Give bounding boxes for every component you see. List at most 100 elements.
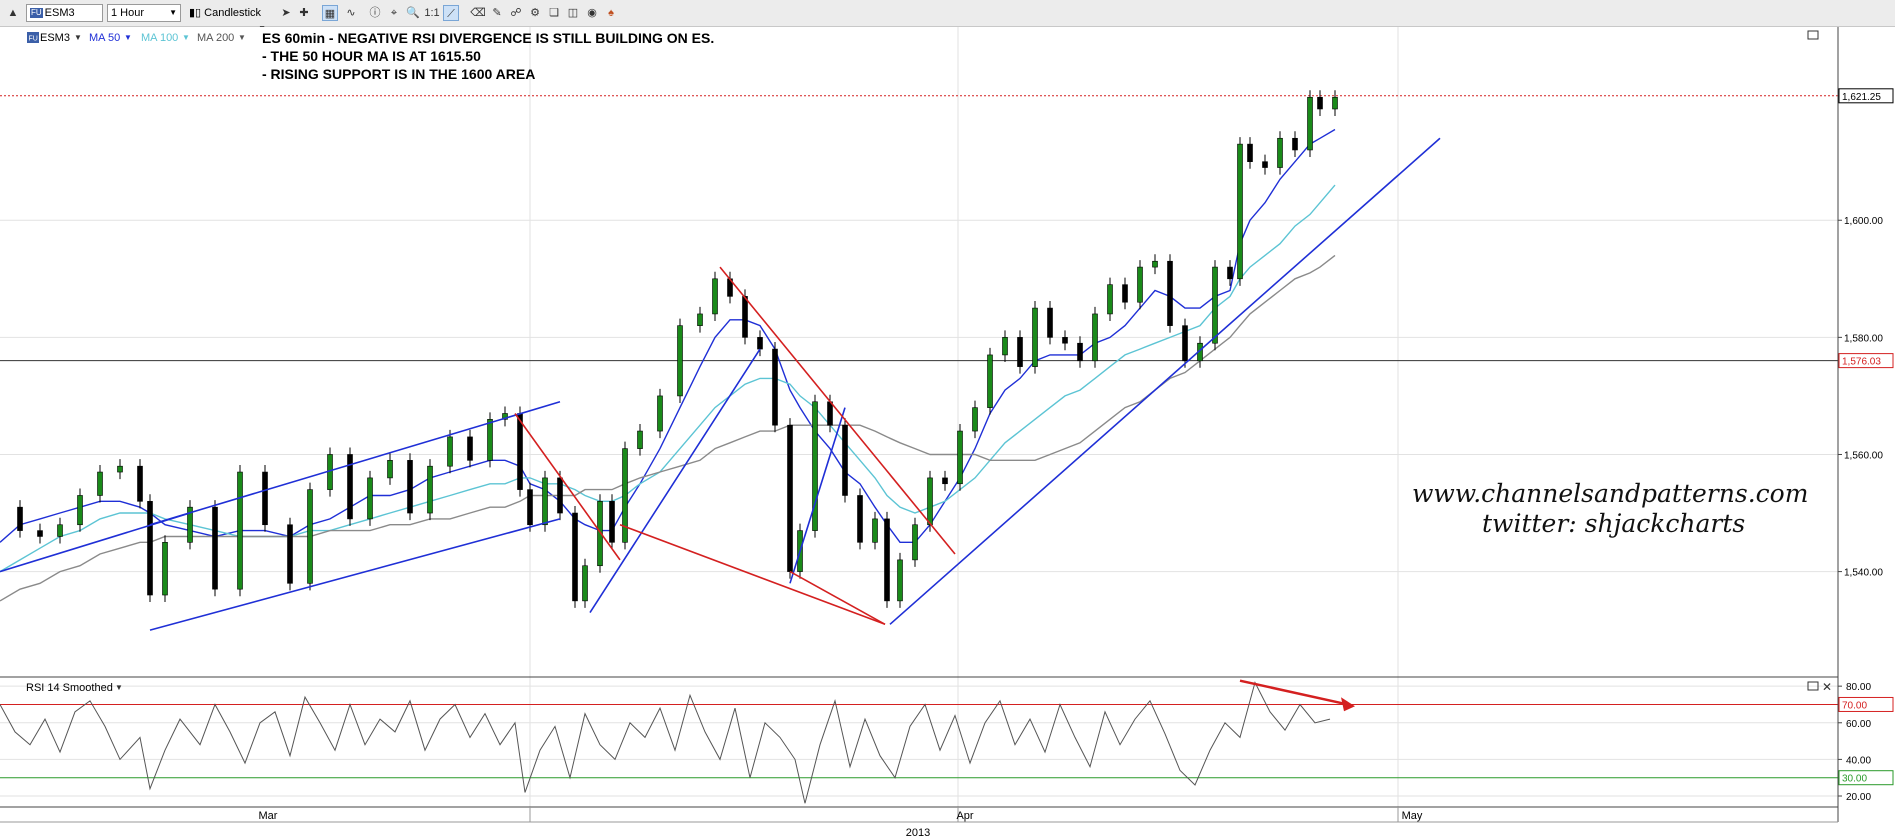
candle-body	[657, 395, 663, 432]
price-marker-1: 1,576.03	[1842, 357, 1881, 368]
candle-body	[542, 477, 548, 526]
candle-body	[1047, 307, 1053, 338]
candle-body	[597, 501, 603, 567]
legend-ma50-chevron-icon[interactable]: ▼	[124, 33, 132, 42]
candle-body	[287, 524, 293, 584]
trendline-8	[719, 266, 956, 555]
rsi-title[interactable]: RSI 14 Smoothed	[26, 682, 113, 694]
candle-body	[609, 501, 615, 543]
binoculars-icon[interactable]: ◉	[587, 7, 597, 19]
layout-icon[interactable]: ◫	[567, 7, 579, 19]
draw-curve-icon[interactable]: ∿	[346, 7, 356, 19]
scroll-up-icon[interactable]: ▲	[7, 7, 19, 19]
candle-body	[262, 471, 268, 526]
legend-ma200-chevron-icon[interactable]: ▼	[238, 33, 246, 42]
legend-ma100[interactable]: MA 100	[141, 32, 178, 44]
candle-body	[1182, 325, 1188, 362]
settings-icon[interactable]: ⚙	[530, 7, 540, 19]
rsi-tick-label: 80.00	[1846, 682, 1871, 693]
chart-area[interactable]: 1,540.00 1,560.00 1,580.00 1,600.00 20.00 40…	[0, 26, 1895, 840]
fu-icon: FU	[30, 8, 43, 19]
candle-body	[1017, 337, 1023, 367]
candle-body	[987, 354, 993, 408]
windows-icon[interactable]: ❏	[549, 7, 559, 19]
candle-body	[957, 430, 963, 485]
candle-body	[757, 337, 763, 350]
candle-body	[1152, 260, 1158, 268]
legend-ma200[interactable]: MA 200	[197, 32, 234, 44]
price-tick-label: 1,580.00	[1844, 333, 1883, 344]
candle-body	[884, 518, 890, 602]
chart-style-select[interactable]: ▮▯ Candlestick▼	[185, 4, 270, 33]
candle-body	[857, 495, 863, 543]
candle-body	[1212, 266, 1218, 344]
candle-body	[427, 465, 433, 514]
candle-body	[1062, 337, 1068, 344]
candle-body	[1317, 96, 1323, 110]
trendline-9	[789, 570, 886, 625]
chevron-down-icon: ▼	[169, 8, 177, 17]
one-to-one-icon[interactable]: 1:1	[424, 7, 440, 19]
candle-body	[447, 436, 453, 467]
candle-body	[467, 436, 473, 461]
trendline-4	[789, 407, 846, 584]
candle-body	[527, 489, 533, 526]
grid-icon[interactable]: ▦	[322, 5, 338, 21]
symbol-input[interactable]: FU ESM3	[26, 4, 103, 22]
candle-body	[872, 518, 878, 543]
candle-body	[787, 424, 793, 572]
candle-body	[17, 506, 23, 531]
legend-symbol-chevron-icon[interactable]: ▼	[74, 33, 82, 42]
maximize-main-icon[interactable]	[1807, 30, 1819, 40]
rsi-tick-label: 40.00	[1846, 755, 1871, 766]
time-axis: Mar Apr May 2013	[259, 807, 1423, 839]
interval-select[interactable]: 1 Hour ▼	[107, 4, 181, 22]
rsi-title-chevron-icon[interactable]: ▼	[115, 683, 123, 692]
info-icon[interactable]: ⓘ	[369, 7, 381, 19]
candle-body	[1332, 96, 1338, 110]
candle-body	[942, 477, 948, 485]
candle-body	[77, 495, 83, 526]
legend-ma50[interactable]: MA 50	[89, 32, 120, 44]
legend-symbol[interactable]: ESM3	[40, 32, 70, 44]
year-label: 2013	[906, 827, 930, 839]
candle-body	[742, 296, 748, 338]
candle-body	[1262, 161, 1268, 168]
candle-body	[912, 524, 918, 561]
link-icon[interactable]: ☍	[510, 7, 522, 19]
candle-body	[972, 407, 978, 432]
candle-body	[1167, 260, 1173, 326]
candle-body	[927, 477, 933, 526]
main-panel-bg	[0, 27, 1838, 677]
cursor-arrow-icon[interactable]: ➤	[281, 7, 291, 19]
candle-body	[147, 501, 153, 596]
candle-body	[237, 471, 243, 590]
maximize-rsi-icon[interactable]	[1807, 681, 1819, 691]
rsi-level-marker-70: 70.00	[1842, 700, 1867, 711]
close-rsi-icon[interactable]: ✕	[1822, 680, 1832, 694]
candle-body	[1092, 313, 1098, 362]
legend-ma100-chevron-icon[interactable]: ▼	[182, 33, 190, 42]
rsi-panel	[0, 679, 1838, 804]
pencil-icon[interactable]: ✎	[492, 7, 502, 19]
trendline-icon[interactable]: ⟋	[443, 5, 459, 21]
candle-body	[307, 489, 313, 584]
zoom-icon[interactable]: 🔍	[406, 7, 420, 19]
price-markers: 1,621.25 1,576.03 70.00 30.00	[1838, 88, 1894, 786]
panel-controls-main	[1807, 30, 1819, 40]
crosshair-icon[interactable]: ✚	[299, 7, 309, 19]
candle-body	[162, 542, 168, 596]
candle-body	[407, 460, 413, 514]
month-label-may: May	[1402, 810, 1423, 822]
candle-body	[1247, 143, 1253, 162]
candle-body	[582, 565, 588, 602]
price-tick-label: 1,600.00	[1844, 216, 1883, 227]
alert-bell-icon[interactable]: ♠	[608, 7, 614, 19]
candle-body	[97, 471, 103, 496]
eraser-icon[interactable]: ⌫	[470, 7, 486, 19]
rsi-divergence-arrow	[1239, 679, 1348, 706]
watermark-url: www.channelsandpatterns.com	[1412, 479, 1808, 508]
zoom-area-icon[interactable]: ⌖	[390, 7, 398, 19]
trendlines[interactable]	[0, 137, 1441, 631]
